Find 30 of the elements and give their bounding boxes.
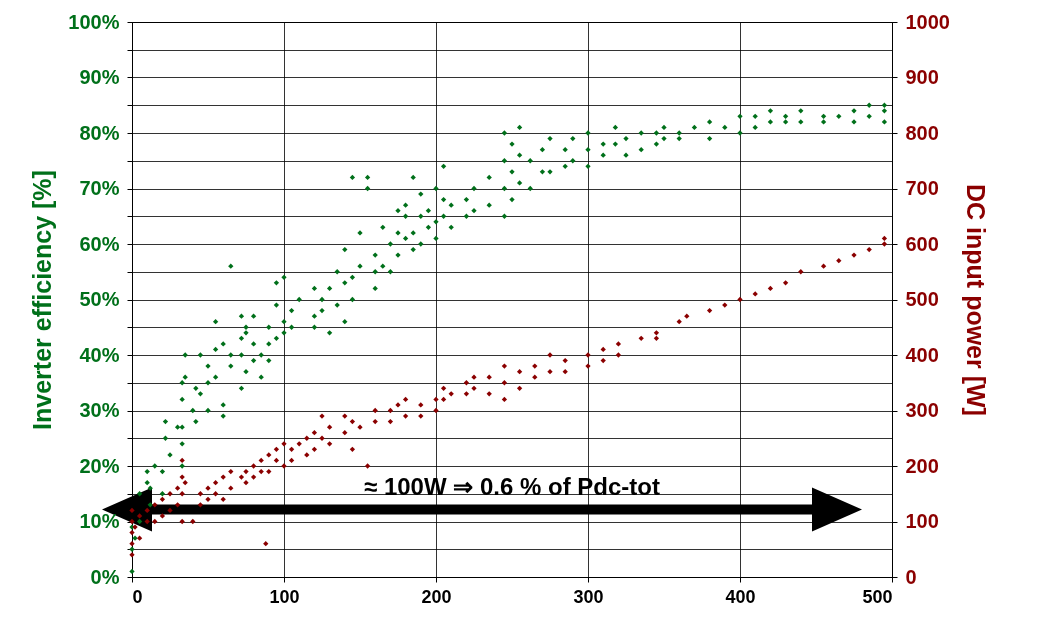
y-tick-label: 20% [79, 454, 120, 477]
x-tick-label: 100 [269, 586, 300, 607]
x-tick-label: 500 [862, 586, 893, 607]
y-tick-label: 90% [79, 66, 120, 88]
y2-axis-title: DC input power [W] [961, 184, 990, 416]
y-tick-label: 10% [79, 510, 120, 532]
y-axis-title: Inverter efficiency [%] [28, 170, 57, 430]
y-tick-label: 30% [79, 399, 120, 421]
y2-tick-label: 200 [905, 454, 939, 477]
y2-tick-label: 300 [905, 399, 939, 421]
y2-tick-label: 100 [905, 510, 939, 532]
y2-tick-label: 700 [905, 177, 939, 199]
y2-tick-label: 0 [905, 565, 917, 588]
x-tick-label: 0 [132, 586, 143, 607]
y-tick-label: 40% [79, 343, 120, 366]
x-tick-label: 400 [725, 586, 756, 607]
y2-tick-label: 800 [905, 121, 939, 144]
y-tick-label: 0% [90, 565, 120, 588]
x-tick-label: 300 [573, 586, 604, 607]
y-tick-label: 50% [79, 288, 120, 310]
y-tick-label: 70% [79, 177, 120, 199]
y2-tick-label: 400 [905, 343, 939, 366]
y2-tick-label: 600 [905, 232, 939, 255]
y2-tick-label: 1000 [905, 10, 950, 33]
y2-tick-label: 900 [905, 66, 939, 88]
x-tick-label: 200 [421, 586, 452, 607]
y-tick-label: 80% [79, 121, 120, 144]
y-tick-label: 100% [68, 10, 120, 33]
y2-tick-label: 500 [905, 288, 939, 310]
y-tick-label: 60% [79, 232, 120, 255]
